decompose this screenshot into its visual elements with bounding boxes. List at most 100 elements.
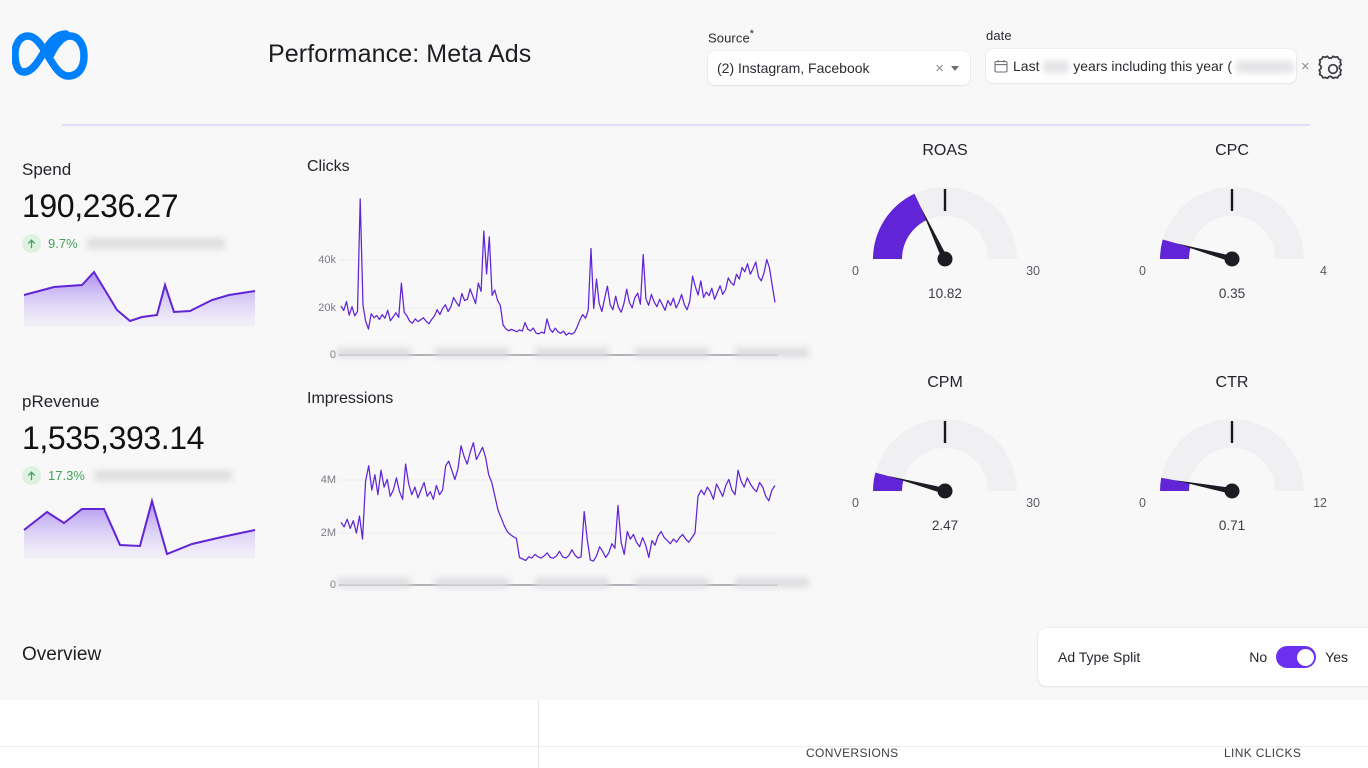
dashboard-header: Performance: Meta Ads Source* (2) Instag…	[0, 0, 1368, 126]
source-filter-label: Source*	[708, 28, 755, 46]
gauge-hub	[1224, 483, 1240, 499]
meta-infinity-logo	[11, 26, 98, 88]
kpi-value: 190,236.27	[22, 188, 179, 224]
gauge-max-label: 30	[1026, 496, 1040, 510]
table-column-header-conversions: CONVERSIONS	[806, 746, 899, 760]
sparkline-prevenue	[23, 497, 256, 559]
x-axis-labels-redacted	[337, 578, 809, 594]
gauge-roas: ROAS 0 30 10.82	[830, 142, 1060, 301]
kpi-value: 1,535,393.14	[22, 420, 205, 456]
arrow-up-icon	[22, 234, 41, 253]
gauge-needle	[1174, 480, 1240, 494]
ad-type-split-toggle-wrap: No Yes	[1249, 646, 1348, 668]
gauge-max-label: 12	[1313, 496, 1327, 510]
source-filter-group: Source* (2) Instagram, Facebook ×	[708, 28, 970, 86]
gauge-value: 2.47	[931, 518, 959, 533]
ad-type-split-card: Ad Type Split No Yes	[1038, 628, 1368, 686]
ad-type-split-label: Ad Type Split	[1058, 649, 1141, 665]
x-tick-label-redacted	[337, 348, 411, 357]
x-tick-label-redacted	[337, 578, 411, 587]
gauge-body: 0 30	[830, 396, 1060, 516]
overview-table	[0, 700, 1368, 768]
gauge-body: 0 12	[1117, 396, 1347, 516]
kpi-delta: 9.7%	[22, 234, 284, 253]
gauge-min-label: 0	[1139, 264, 1146, 278]
chevron-down-icon[interactable]	[951, 65, 959, 71]
gauge-value-arc	[1160, 239, 1191, 259]
kpi-delta-percent: 17.3%	[48, 468, 85, 483]
gauge-title: CTR	[1215, 374, 1249, 391]
kpi-comparison-note-redacted	[86, 238, 225, 249]
gauge-title: ROAS	[922, 142, 968, 159]
y-tick-label: 40k	[318, 254, 336, 266]
gauge-track	[1160, 187, 1304, 259]
date-select[interactable]: Last years including this year ( ×	[986, 49, 1310, 83]
date-filter-label: date	[986, 28, 1012, 43]
x-axis-labels-redacted	[337, 348, 809, 364]
gauge-min-label: 0	[852, 496, 859, 510]
gear-icon[interactable]	[1316, 52, 1350, 86]
gauge-value-arc	[873, 472, 904, 491]
x-tick-label-redacted	[535, 578, 609, 587]
kpi-card-prevenue: pRevenue 1,535,393.14 17.3%	[22, 392, 284, 559]
gauge-min-label: 0	[852, 264, 859, 278]
kpi-delta-percent: 9.7%	[48, 236, 78, 251]
source-select[interactable]: (2) Instagram, Facebook ×	[708, 51, 970, 86]
gauge-cpc: CPC 0 4 0.35	[1117, 142, 1347, 301]
date-value-middle: years including this year (	[1073, 58, 1232, 74]
gauge-needle	[920, 206, 949, 266]
source-clear-icon[interactable]: ×	[935, 59, 944, 77]
gauge-track	[1160, 419, 1304, 491]
date-clear-icon[interactable]: ×	[1300, 57, 1310, 75]
chart-title: Clicks	[307, 158, 350, 175]
gauge-hub	[937, 483, 953, 499]
table-row-divider	[0, 746, 1368, 747]
toggle-on-label: Yes	[1325, 649, 1348, 665]
table-column-divider	[538, 700, 539, 768]
y-tick-label: 0	[329, 579, 336, 591]
y-tick-label: 20k	[318, 302, 336, 314]
date-selected-value: Last years including this year (	[1013, 58, 1294, 74]
arrow-up-icon	[22, 466, 41, 485]
gauge-body: 0 30	[830, 164, 1060, 284]
gauge-value-arc	[1160, 477, 1190, 491]
gauge-ctr: CTR 0 12 0.71	[1117, 374, 1347, 533]
calendar-icon	[994, 59, 1008, 73]
chart-impressions: Impressions 4M 2M 0	[307, 390, 809, 594]
table-column-header-link-clicks: LINK CLICKS	[1224, 746, 1302, 760]
gauge-value: 0.35	[1218, 286, 1246, 301]
gauge-track	[873, 419, 1017, 491]
gauge-value: 10.82	[928, 286, 962, 301]
x-tick-label-redacted	[535, 348, 609, 357]
y-tick-label: 4M	[320, 474, 336, 486]
kpi-card-spend: Spend 190,236.27 9.7%	[22, 160, 284, 327]
overview-section-title: Overview	[22, 644, 102, 665]
x-tick-label-redacted	[735, 348, 809, 357]
x-tick-label-redacted	[435, 578, 509, 587]
date-filter-group: date Last years including this year (	[986, 28, 1310, 83]
ad-type-split-toggle[interactable]	[1276, 646, 1317, 668]
chart-svg	[339, 442, 777, 586]
gauge-value: 0.71	[1218, 518, 1246, 533]
date-redacted-range	[1235, 61, 1294, 74]
x-tick-label-redacted	[435, 348, 509, 357]
required-asterisk: *	[749, 28, 755, 40]
date-value-prefix: Last	[1013, 58, 1040, 74]
gauge-min-label: 0	[1139, 496, 1146, 510]
toggle-knob	[1296, 648, 1314, 666]
gauge-hub	[1224, 251, 1240, 267]
gauge-value-arc	[873, 193, 927, 259]
gauge-max-label: 4	[1320, 264, 1327, 278]
kpi-comparison-note-redacted	[93, 470, 232, 481]
kpi-delta: 17.3%	[22, 466, 284, 485]
kpi-title: Spend	[22, 160, 72, 179]
gauge-cpm: CPM 0 30 2.47	[830, 374, 1060, 533]
gauge-max-label: 30	[1026, 264, 1040, 278]
chart-clicks: Clicks 40k 20k 0	[307, 158, 809, 364]
sparkline-spend	[23, 270, 256, 327]
chart-plot-area: 4M 2M 0	[307, 422, 809, 594]
toggle-off-label: No	[1249, 649, 1268, 665]
x-tick-label-redacted	[635, 348, 709, 357]
gauge-needle	[1176, 243, 1240, 262]
